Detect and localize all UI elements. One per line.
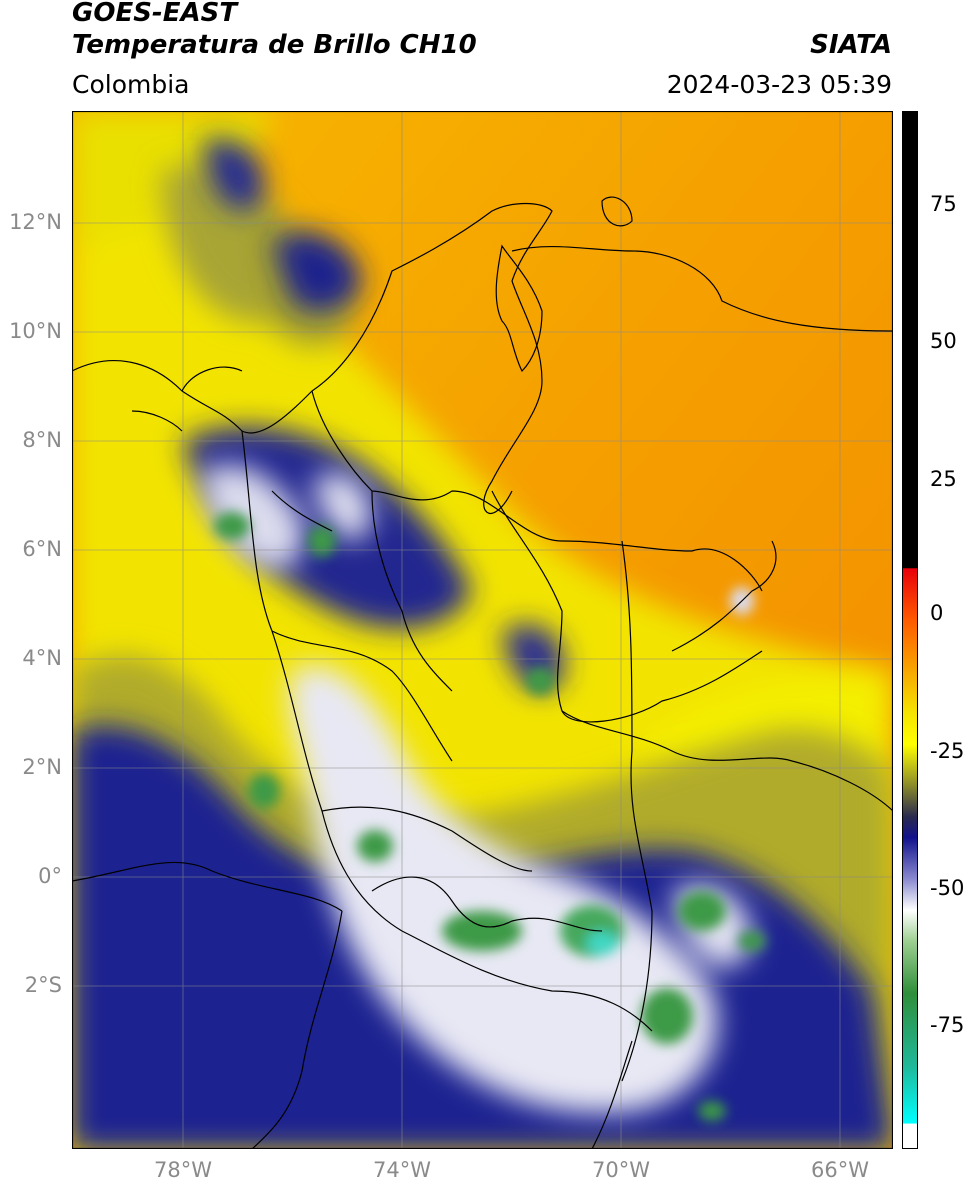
lon-label-66w: 66°W <box>811 1158 869 1182</box>
lat-label-10n: 10°N <box>9 319 62 343</box>
green-cold-tops <box>214 512 766 1121</box>
lat-label-6n: 6°N <box>22 537 62 561</box>
colorbar-tick-0: 0 <box>930 601 944 625</box>
colorbar-tick-minus25: -25 <box>930 739 965 763</box>
lat-label-0: 0° <box>38 864 62 888</box>
country-borders <box>72 196 893 1149</box>
datetime-label: 2024-03-23 05:39 <box>666 70 892 99</box>
lat-label-2n: 2°N <box>22 755 62 779</box>
map-frame <box>72 111 893 1149</box>
temperature-colorbar <box>902 111 918 1149</box>
lon-label-74w: 74°W <box>373 1158 431 1182</box>
lat-label-4n: 4°N <box>22 646 62 670</box>
colorbar-tick-25: 25 <box>930 467 957 491</box>
lon-label-70w: 70°W <box>592 1158 650 1182</box>
lat-label-12n: 12°N <box>9 210 62 234</box>
lat-label-2s: 2°S <box>24 973 62 997</box>
lat-label-8n: 8°N <box>22 428 62 452</box>
satellite-title: GOES-EAST <box>72 0 238 28</box>
colorbar-tick-minus50: -50 <box>930 876 965 900</box>
colorbar-tick-minus75: -75 <box>930 1013 965 1037</box>
organization-label: SIATA <box>810 30 892 60</box>
colorbar-tick-50: 50 <box>930 329 957 353</box>
colorbar-tick-75: 75 <box>930 192 957 216</box>
region-label: Colombia <box>72 70 190 99</box>
graticule <box>72 111 893 1149</box>
product-title: Temperatura de Brillo CH10 <box>72 30 477 60</box>
brightness-temperature-map <box>72 111 893 1149</box>
lon-label-78w: 78°W <box>154 1158 212 1182</box>
